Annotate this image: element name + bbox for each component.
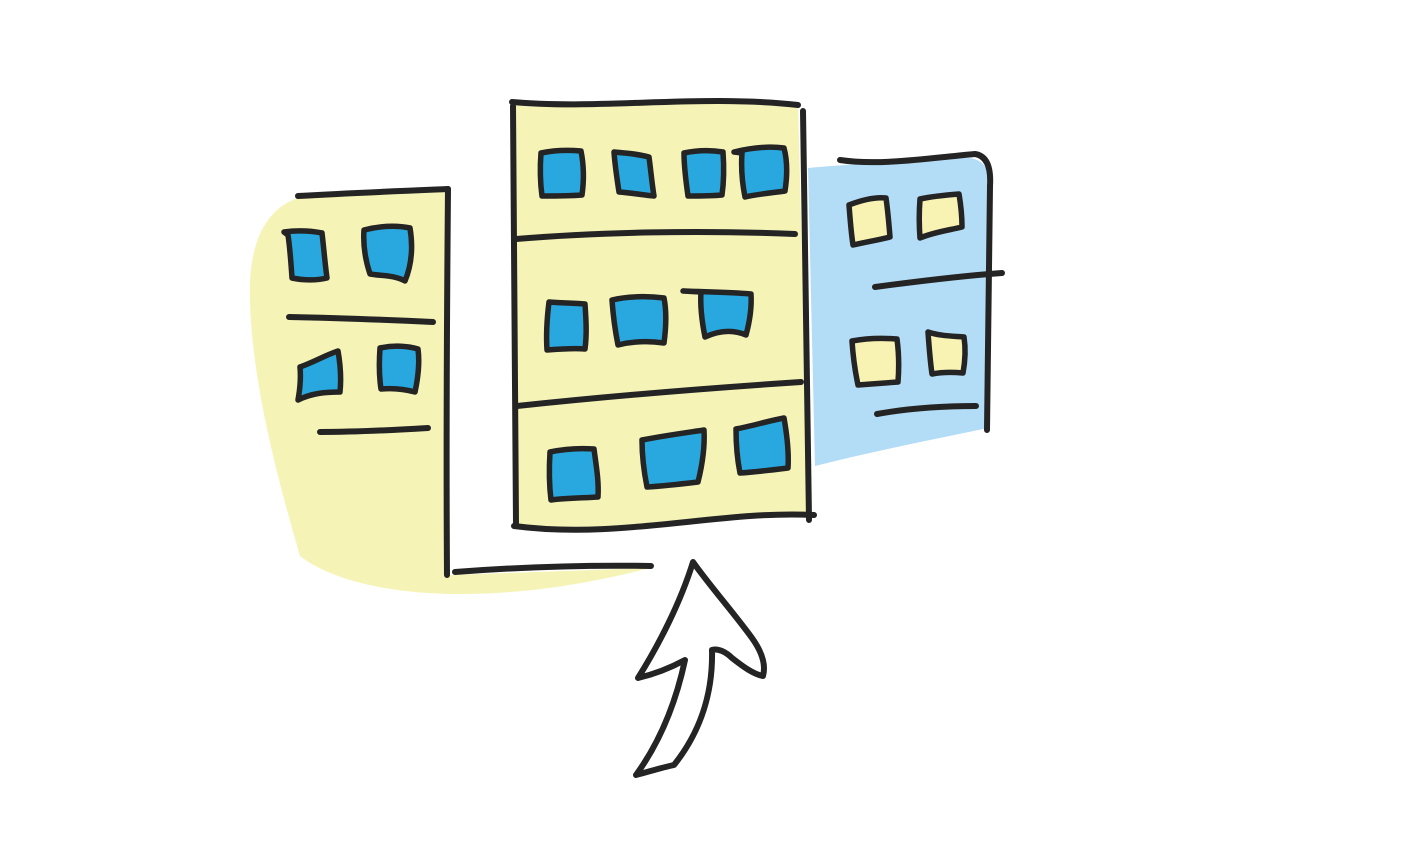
center-note-3-2: [639, 427, 707, 490]
left-board-right-edge: [443, 186, 451, 578]
right-board-top-edge: [837, 151, 994, 189]
center-board-left-edge: [510, 103, 519, 527]
left-note-2-2: [376, 343, 422, 395]
right-board: [808, 151, 1005, 466]
right-note-1-1: [846, 195, 893, 248]
center-note-2-3: [680, 288, 754, 340]
center-note-2-2: [609, 293, 669, 348]
center-board: [509, 98, 817, 533]
left-note-2-1: [295, 348, 344, 403]
center-note-1-3: [681, 147, 727, 199]
left-note-1-2: [361, 223, 415, 284]
right-board-right-edge: [984, 183, 993, 433]
center-note-3-1: [546, 445, 601, 503]
center-board-row-divider-1: [513, 228, 798, 242]
center-board-row-divider-2: [514, 379, 804, 409]
center-board-bottom-edge: [511, 511, 817, 533]
right-note-2-2: [925, 329, 968, 377]
right-note-2-1: [849, 335, 902, 388]
center-board-top-edge: [509, 98, 801, 108]
right-board-bottom-line: [874, 403, 979, 417]
center-note-1-4: [731, 144, 790, 200]
arrow-shape: [633, 559, 767, 778]
left-board: [249, 186, 654, 595]
center-note-1-1: [537, 147, 587, 199]
right-board-row-divider: [872, 270, 1005, 290]
center-note-1-2: [611, 149, 657, 199]
left-note-1-1: [281, 228, 330, 283]
left-board-top-edge: [295, 186, 451, 199]
center-note-2-1: [543, 299, 589, 353]
up-arrow-icon: [633, 559, 767, 778]
left-board-row-divider: [286, 314, 436, 325]
left-board-fill: [249, 190, 650, 595]
left-board-bottom-line: [317, 425, 431, 435]
center-note-3-3: [733, 415, 791, 476]
left-board-bottom-edge: [452, 562, 654, 575]
center-board-right-edge: [800, 108, 812, 523]
right-note-1-2: [916, 191, 965, 241]
